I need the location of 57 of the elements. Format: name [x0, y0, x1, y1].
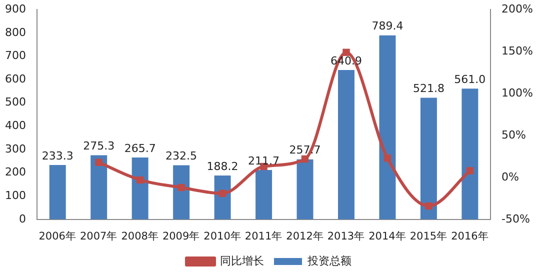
legend-label: 投资总额	[306, 254, 352, 268]
bar	[173, 165, 190, 220]
bar	[296, 159, 314, 220]
y-tick-label: 700	[4, 49, 26, 62]
point	[178, 184, 185, 192]
data-label: 232.5	[166, 150, 198, 163]
x-tick-label: 2012年	[286, 230, 324, 242]
bar	[90, 155, 108, 220]
x-tick-label: 2015年	[410, 230, 448, 242]
y-tick-label: 0	[18, 212, 26, 226]
y2-tick-label: 200%	[502, 2, 534, 16]
point	[342, 48, 350, 56]
x-tick-label: 2009年	[162, 230, 200, 242]
x-tick-label: 2016年	[451, 230, 489, 242]
bar	[338, 70, 354, 220]
y-tick-label: 500	[4, 96, 26, 109]
y-tick-label: 200	[4, 166, 26, 179]
y-tick-label: 900	[4, 2, 26, 16]
data-label: 265.7	[124, 142, 156, 155]
data-label: 789.4	[372, 20, 404, 33]
bar	[462, 88, 478, 220]
data-label: 211.7	[248, 154, 280, 168]
bar	[420, 98, 437, 220]
bar	[49, 165, 66, 220]
x-tick-label: 2011年	[244, 230, 283, 242]
point	[218, 190, 226, 198]
y2-tick-label: 50%	[502, 128, 526, 142]
y-tick-label: 400	[4, 119, 26, 132]
y-tick-label: 600	[4, 72, 26, 86]
point	[384, 154, 392, 162]
data-label: 275.3	[83, 140, 115, 153]
y-tick-label: 100	[4, 188, 26, 202]
data-label: 233.3	[42, 149, 74, 162]
bar	[256, 170, 272, 220]
y2-tick-label: 100%	[502, 86, 534, 100]
data-label: 521.8	[412, 82, 444, 96]
point	[95, 158, 102, 166]
point	[136, 176, 144, 184]
x-tick-label: 2006年	[38, 230, 76, 242]
x-tick-label: 2007年	[80, 230, 118, 242]
point	[466, 167, 474, 174]
x-tick-label: 2013年	[327, 230, 366, 242]
legend-label: 同比增长	[220, 254, 264, 268]
bar	[379, 35, 396, 220]
y-tick-label: 800	[4, 26, 26, 39]
point	[425, 202, 432, 210]
data-label: 561.0	[454, 72, 486, 86]
point	[301, 155, 309, 163]
x-tick-label: 2008年	[121, 230, 159, 242]
y-tick-label: 300	[4, 142, 26, 156]
x-tick-label: 2010年	[204, 230, 242, 242]
data-label: 188.2	[206, 160, 238, 173]
y2-tick-label: 150%	[502, 44, 534, 58]
y2-tick-label: -50%	[502, 212, 530, 226]
y2-tick-label: 0%	[502, 170, 520, 184]
x-tick-label: 2014年	[368, 230, 406, 242]
bar	[132, 157, 148, 220]
